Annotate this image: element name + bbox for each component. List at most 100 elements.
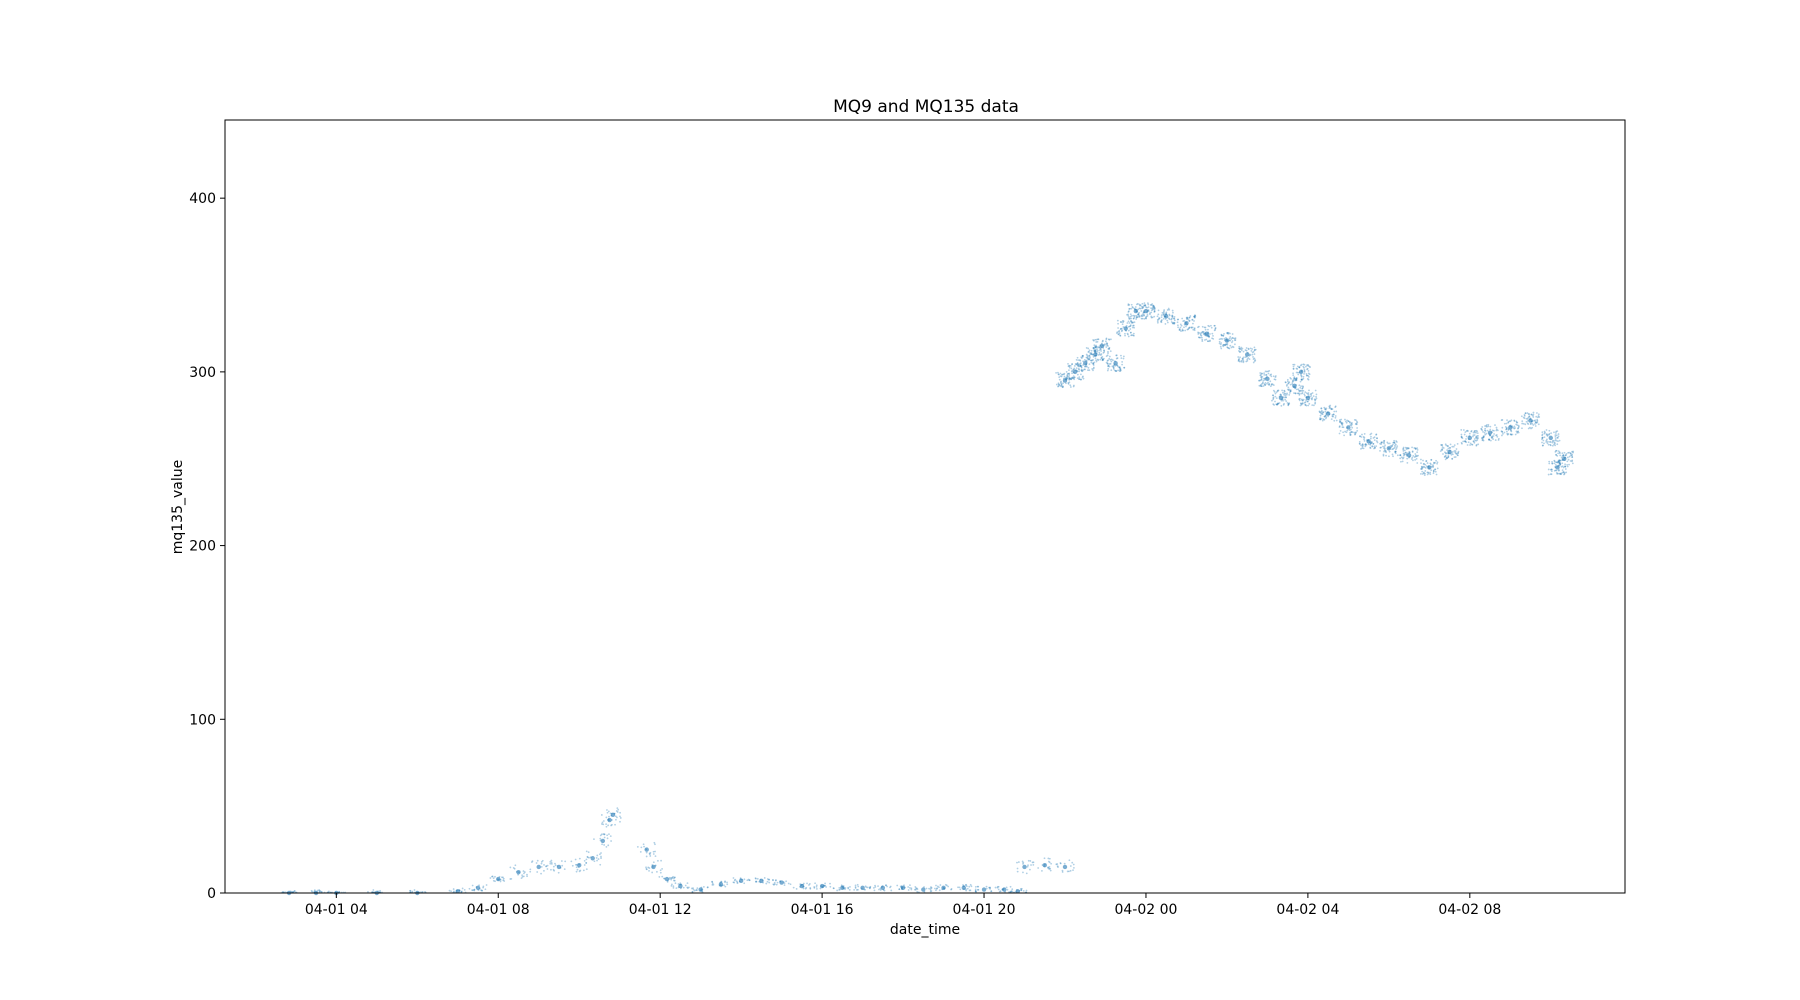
scatter-point xyxy=(1454,456,1457,458)
scatter-point xyxy=(482,885,485,888)
scatter-point xyxy=(1444,458,1447,461)
scatter-point xyxy=(1323,406,1326,409)
scatter-point xyxy=(654,850,656,853)
scatter-point xyxy=(1187,327,1190,330)
scatter-point xyxy=(712,883,715,886)
scatter-point xyxy=(900,885,903,887)
scatter-point xyxy=(879,887,882,890)
scatter-point xyxy=(1369,437,1372,440)
scatter-point xyxy=(1258,384,1261,387)
scatter-point xyxy=(1289,383,1292,386)
scatter-point xyxy=(660,859,662,862)
scatter-point xyxy=(1516,424,1519,427)
scatter-point xyxy=(1406,447,1409,449)
scatter-point xyxy=(1299,389,1301,392)
scatter-point xyxy=(766,878,769,880)
scatter-point xyxy=(1073,866,1075,869)
scatter-point xyxy=(1311,398,1313,401)
scatter-point xyxy=(1571,456,1574,458)
scatter-point xyxy=(1386,446,1392,451)
scatter-point xyxy=(1375,434,1378,436)
scatter-point xyxy=(1424,463,1427,466)
scatter-point xyxy=(977,888,980,891)
scatter-point xyxy=(1264,370,1267,373)
scatter-point xyxy=(471,884,474,887)
scatter-point xyxy=(1464,431,1467,434)
scatter-point xyxy=(491,875,494,878)
scatter-point xyxy=(923,886,925,888)
scatter-point xyxy=(965,883,968,886)
scatter-point xyxy=(1393,442,1396,444)
scatter-point xyxy=(1123,366,1126,369)
scatter-point xyxy=(1080,369,1083,372)
scatter-point xyxy=(1068,372,1071,375)
scatter-point xyxy=(1491,436,1494,439)
scatter-point xyxy=(613,812,616,815)
scatter-point xyxy=(1085,363,1088,366)
scatter-point xyxy=(1400,456,1403,459)
scatter-point xyxy=(545,865,548,867)
scatter-point xyxy=(981,887,987,892)
scatter-point xyxy=(619,811,621,814)
scatter-point xyxy=(1554,434,1557,436)
scatter-point xyxy=(1408,451,1411,454)
scatter-point xyxy=(868,886,871,889)
scatter-point xyxy=(1260,376,1262,378)
scatter-point xyxy=(965,888,967,891)
scatter-point xyxy=(700,889,703,891)
scatter-point xyxy=(1396,445,1399,448)
scatter-point xyxy=(1421,466,1423,469)
scatter-point xyxy=(1270,383,1273,386)
scatter-point xyxy=(997,888,1000,891)
scatter-point xyxy=(1534,419,1537,422)
scatter-point xyxy=(1385,451,1387,454)
scatter-point xyxy=(1107,364,1110,367)
scatter-point xyxy=(1125,324,1128,327)
scatter-point xyxy=(1269,385,1272,388)
scatter-point xyxy=(1530,420,1533,423)
scatter-point xyxy=(313,889,316,892)
scatter-point xyxy=(1093,349,1096,352)
scatter-point xyxy=(1065,377,1068,380)
scatter-point xyxy=(1306,374,1308,377)
scatter-point xyxy=(1005,886,1008,889)
scatter-point xyxy=(741,878,743,881)
scatter-point xyxy=(1496,429,1499,432)
scatter-point xyxy=(1240,349,1243,352)
scatter-point xyxy=(1568,451,1571,454)
x-axis: 04-01 04 04-01 08 04-01 12 04-01 16 04-01 20… xyxy=(305,893,1501,918)
scatter-point xyxy=(1319,417,1321,419)
scatter-point xyxy=(1545,429,1548,431)
scatter-point xyxy=(679,882,682,885)
scatter-point xyxy=(1554,439,1557,442)
scatter-point xyxy=(1328,406,1331,409)
scatter-point xyxy=(1228,337,1231,340)
scatter-point xyxy=(1369,442,1372,445)
scatter-point xyxy=(1080,378,1082,381)
scatter-point xyxy=(957,886,959,889)
scatter-point xyxy=(1172,317,1175,320)
scatter-point xyxy=(916,888,919,891)
scatter-point xyxy=(1160,314,1163,317)
scatter-point xyxy=(1360,436,1363,438)
x-tick-label: 04-02 04 xyxy=(1276,902,1339,918)
scatter-point xyxy=(1505,422,1508,425)
scatter-point xyxy=(1066,372,1069,375)
scatter-point xyxy=(1108,338,1111,341)
scatter-point xyxy=(497,879,500,881)
scatter-point xyxy=(1167,317,1170,320)
scatter-point xyxy=(1323,418,1326,421)
scatter-point xyxy=(1153,307,1156,310)
scatter-point xyxy=(901,886,904,889)
scatter-point xyxy=(1060,383,1063,386)
scatter-point xyxy=(1294,377,1297,380)
scatter-point xyxy=(517,873,519,876)
scatter-point xyxy=(1037,867,1040,869)
scatter-point xyxy=(1061,386,1064,388)
scatter-point xyxy=(1416,462,1419,464)
scatter-point xyxy=(772,878,774,881)
scatter-point xyxy=(1347,420,1350,423)
scatter-point xyxy=(1473,441,1476,444)
scatter-point xyxy=(1380,441,1383,444)
